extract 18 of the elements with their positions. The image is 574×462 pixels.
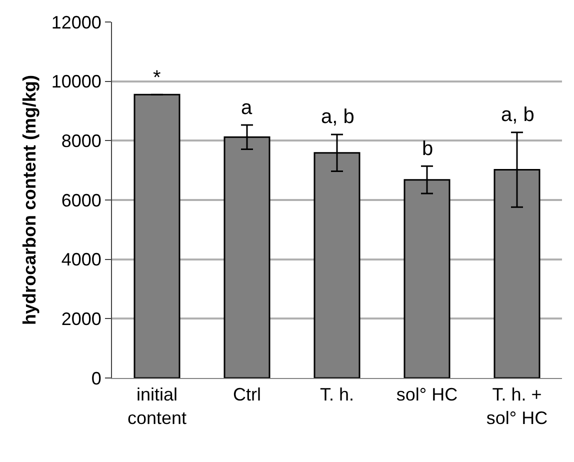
annotation: a, b xyxy=(501,104,534,126)
y-tick-label: 4000 xyxy=(61,250,102,270)
annotation: b xyxy=(422,138,434,160)
x-tick-label: T. h. xyxy=(320,384,354,405)
y-tick-label: 10000 xyxy=(51,72,102,92)
x-tick-label: initial content xyxy=(127,384,187,428)
y-tick-label: 12000 xyxy=(51,12,102,32)
y-axis-title: hydrocarbon content (mg/kg) xyxy=(20,74,40,326)
annotation: * xyxy=(153,67,161,89)
x-tick-label: T. h. + sol° HC xyxy=(486,384,548,428)
y-tick-label: 2000 xyxy=(61,308,102,329)
y-tick-label: 8000 xyxy=(61,130,102,151)
annotation: a, b xyxy=(321,106,354,128)
annotation: a xyxy=(241,97,253,119)
y-tick-label: 0 xyxy=(91,368,102,388)
y-tick-label: 6000 xyxy=(61,190,102,210)
x-tick-label: sol° HC xyxy=(396,384,458,405)
x-tick-label: Ctrl xyxy=(233,384,261,405)
